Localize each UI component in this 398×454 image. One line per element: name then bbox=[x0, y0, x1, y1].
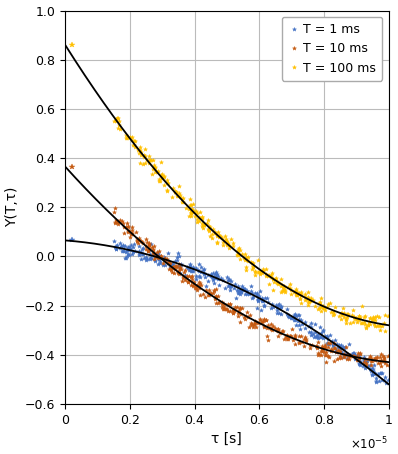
T = 100 ms bbox=[271, 276, 275, 281]
T = 1 ms bbox=[237, 287, 242, 293]
T = 1 ms bbox=[386, 377, 391, 383]
Line: T = 100 ms: T = 100 ms bbox=[112, 116, 390, 334]
T = 100 ms bbox=[236, 247, 241, 252]
T = 1 ms bbox=[185, 264, 190, 269]
Y-axis label: Y(T,τ): Y(T,τ) bbox=[6, 187, 20, 227]
T = 100 ms bbox=[382, 329, 387, 334]
T = 10 ms bbox=[375, 360, 380, 365]
T = 10 ms bbox=[382, 358, 386, 363]
T = 10 ms bbox=[379, 363, 384, 369]
T = 1 ms bbox=[379, 377, 384, 382]
T = 1 ms bbox=[273, 302, 278, 308]
T = 1 ms bbox=[384, 380, 389, 386]
T = 10 ms bbox=[252, 322, 257, 327]
T = 100 ms bbox=[253, 272, 258, 278]
T = 10 ms bbox=[265, 337, 270, 343]
Text: $\times10^{-5}$: $\times10^{-5}$ bbox=[350, 435, 388, 452]
T = 100 ms bbox=[380, 323, 384, 329]
T = 1 ms bbox=[255, 297, 260, 302]
Legend: T = 1 ms, T = 10 ms, T = 100 ms: T = 1 ms, T = 10 ms, T = 100 ms bbox=[282, 17, 382, 81]
T = 10 ms bbox=[180, 273, 185, 279]
X-axis label: τ [s]: τ [s] bbox=[211, 432, 242, 446]
T = 100 ms bbox=[372, 321, 377, 326]
T = 10 ms bbox=[112, 210, 117, 215]
Line: T = 10 ms: T = 10 ms bbox=[112, 206, 390, 368]
T = 100 ms bbox=[189, 211, 193, 216]
T = 100 ms bbox=[386, 313, 390, 319]
T = 10 ms bbox=[113, 205, 118, 211]
T = 100 ms bbox=[112, 118, 117, 123]
T = 100 ms bbox=[115, 115, 120, 121]
T = 1 ms bbox=[371, 362, 376, 368]
T = 1 ms bbox=[112, 238, 117, 244]
T = 10 ms bbox=[385, 353, 390, 359]
T = 10 ms bbox=[231, 311, 236, 316]
Line: T = 1 ms: T = 1 ms bbox=[112, 239, 390, 385]
